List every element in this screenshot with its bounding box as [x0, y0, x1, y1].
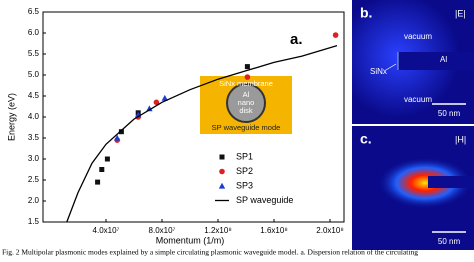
y-tick-label: 6.0	[28, 28, 40, 37]
scale-label: 50 nm	[438, 237, 461, 246]
y-tick-label: 2.0	[28, 196, 40, 205]
legend-marker	[219, 154, 225, 160]
caption: Fig. 2 Multipolar plasmonic modes explai…	[2, 248, 418, 257]
legend-label: SP2	[236, 166, 253, 176]
al-region	[428, 176, 474, 188]
x-axis-label: Momentum (1/m)	[156, 235, 225, 245]
x-tick-label: 1.2x10⁸	[204, 226, 231, 235]
disk	[226, 83, 266, 123]
point	[153, 99, 160, 106]
y-tick-label: 2.5	[28, 175, 40, 184]
legend-marker	[218, 182, 226, 189]
field-label: |H|	[455, 134, 466, 144]
legend-label: SP3	[236, 180, 253, 190]
y-tick-label: 1.5	[28, 217, 40, 226]
y-axis-label: Energy (eV)	[6, 93, 16, 141]
y-tick-label: 6.5	[28, 7, 40, 16]
point	[118, 129, 124, 135]
point	[244, 64, 250, 70]
pointer	[385, 63, 397, 71]
legend-marker	[219, 168, 225, 175]
field-label: |E|	[455, 8, 466, 18]
point	[244, 74, 251, 80]
inset-label: Al	[243, 90, 250, 99]
point	[99, 167, 105, 172]
x-tick-label: 4.0x10⁷	[93, 226, 120, 235]
point	[332, 32, 339, 38]
region-label: SiNx	[370, 67, 387, 76]
y-tick-label: 5.5	[28, 49, 40, 58]
panel-label: a.	[290, 31, 303, 48]
point	[114, 134, 121, 141]
inset-label: nano	[238, 98, 255, 107]
y-tick-label: 4.5	[28, 91, 40, 100]
y-tick-label: 5.0	[28, 70, 40, 79]
inset-label: SiNx membrane	[219, 79, 273, 88]
y-tick-label: 3.0	[28, 154, 40, 163]
point	[95, 179, 101, 185]
point	[161, 94, 168, 101]
field-glow	[377, 157, 473, 209]
region-label: Al	[440, 55, 447, 64]
x-tick-label: 2.0x10⁸	[316, 226, 343, 235]
y-tick-label: 3.5	[28, 133, 40, 142]
point	[146, 105, 153, 112]
scale-label: 50 nm	[438, 109, 461, 118]
x-tick-label: 8.0x10⁷	[149, 226, 176, 235]
legend-label: SP1	[236, 151, 253, 161]
legend-label: SP waveguide	[236, 195, 293, 205]
x-tick-label: 1.6x10⁸	[260, 226, 287, 235]
inset-label: SP waveguide mode	[212, 123, 281, 132]
point	[104, 156, 110, 162]
panel-label: b.	[360, 5, 372, 21]
region-label: vacuum	[404, 32, 432, 41]
curve	[66, 44, 338, 223]
al-region	[398, 52, 474, 70]
inset-label: disk	[239, 106, 253, 115]
panel-label: c.	[360, 131, 372, 147]
region-label: vacuum	[404, 95, 432, 104]
y-tick-label: 4.0	[28, 112, 40, 121]
